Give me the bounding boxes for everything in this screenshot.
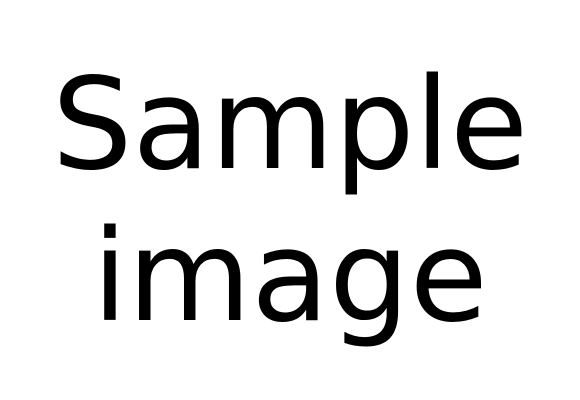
sample-text-line-2: image xyxy=(92,202,488,350)
sample-text-line-1: Sample xyxy=(51,50,529,198)
